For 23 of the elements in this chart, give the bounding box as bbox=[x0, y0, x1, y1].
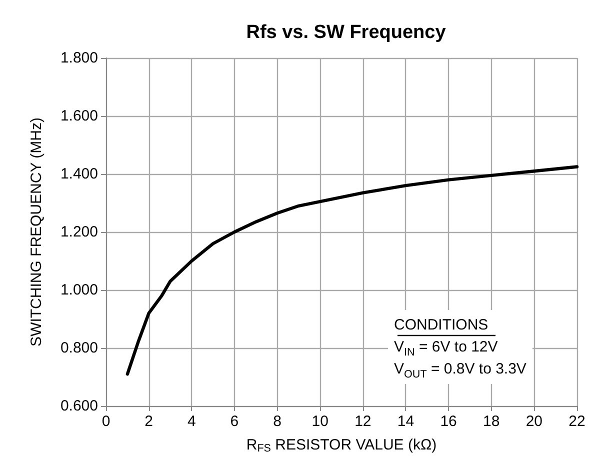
y-tick-label: 1.000 bbox=[60, 282, 98, 298]
chart-title: Rfs vs. SW Frequency bbox=[246, 22, 446, 43]
y-axis-title: SWITCHING FREQUENCY (MHz) bbox=[28, 118, 45, 346]
line-series bbox=[126, 165, 579, 376]
x-tick-label: 22 bbox=[568, 413, 586, 430]
annotation: CONDITIONS bbox=[394, 316, 488, 334]
x-tick-label: 8 bbox=[273, 413, 282, 430]
x-tick-label: 0 bbox=[102, 413, 110, 430]
x-tick-label: 2 bbox=[144, 413, 153, 430]
y-tick-label: 1.200 bbox=[60, 224, 98, 240]
y-tick-label: 1.400 bbox=[60, 166, 98, 182]
x-tick-label: 20 bbox=[526, 413, 543, 430]
y-tick-label: 1.600 bbox=[60, 108, 98, 124]
x-tick-label: 6 bbox=[230, 413, 239, 430]
y-tick-label: 0.600 bbox=[60, 398, 98, 414]
x-tick-label: 12 bbox=[354, 413, 372, 430]
y-tick-label: 0.800 bbox=[60, 340, 98, 356]
x-tick-label: 14 bbox=[397, 413, 414, 430]
x-tick-label: 10 bbox=[312, 413, 328, 430]
x-tick-label: 16 bbox=[440, 413, 457, 430]
y-tick-label: 1.800 bbox=[60, 50, 98, 66]
x-tick-label: 18 bbox=[483, 413, 500, 430]
x-tick-label: 4 bbox=[187, 413, 196, 430]
